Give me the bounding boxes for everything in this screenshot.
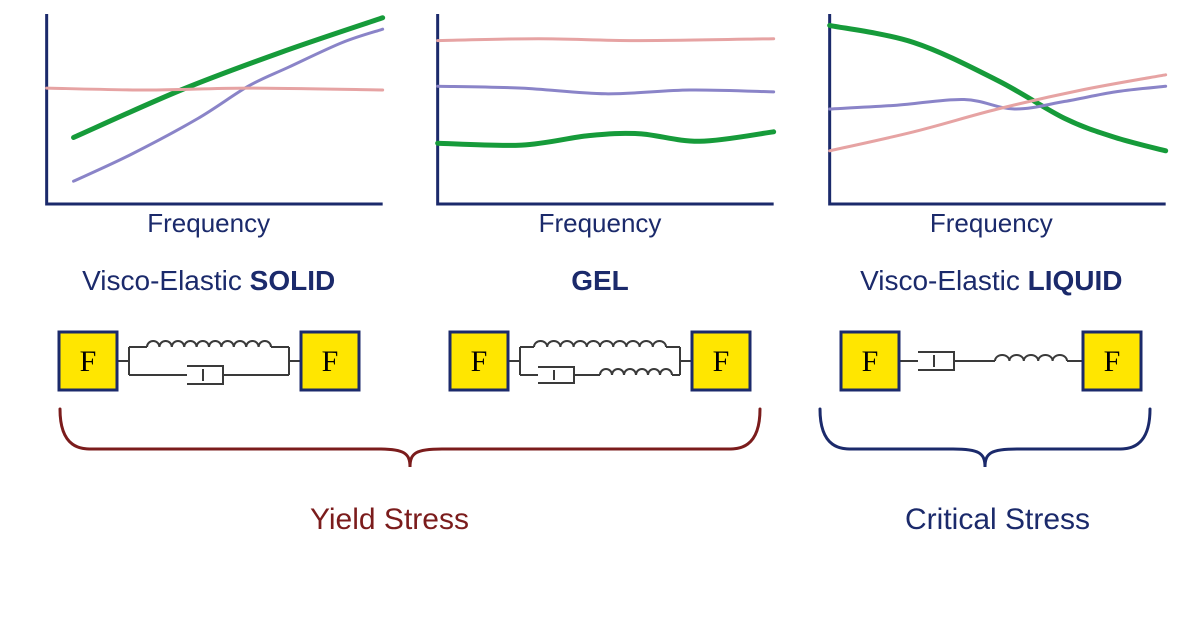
panel-gel: FrequencyGELFF: [411, 8, 788, 401]
material-label-bold: SOLID: [250, 265, 336, 296]
mech-liquid: FF: [811, 321, 1171, 401]
plot-wrap-liquid: [803, 8, 1180, 238]
panel-liquid: FrequencyVisco-Elastic LIQUIDFF: [803, 8, 1180, 401]
material-label-bold: LIQUID: [1028, 265, 1123, 296]
mech-gel: FF: [420, 321, 780, 401]
svg-text:F: F: [471, 345, 488, 378]
plot-liquid: [803, 8, 1180, 238]
material-label-prefix: Visco-Elastic: [82, 265, 250, 296]
brace-label-critical: Critical Stress: [905, 503, 1090, 537]
material-label-gel: GEL: [571, 265, 629, 297]
plot-wrap-solid: [20, 8, 397, 238]
svg-text:F: F: [321, 345, 338, 378]
svg-text:F: F: [862, 345, 879, 378]
material-label-prefix: Visco-Elastic: [860, 265, 1028, 296]
panel-solid: FrequencyVisco-Elastic SOLIDFF: [20, 8, 397, 401]
svg-text:F: F: [713, 345, 730, 378]
mech-row-liquid: FF: [803, 321, 1180, 401]
svg-text:F: F: [79, 345, 96, 378]
plot-solid: [20, 8, 397, 238]
mech-row-solid: FF: [20, 321, 397, 401]
material-label-bold: GEL: [571, 265, 629, 296]
material-label-liquid: Visco-Elastic LIQUID: [860, 265, 1122, 297]
brace-label-yield: Yield Stress: [310, 503, 469, 537]
svg-text:F: F: [1104, 345, 1121, 378]
plot-wrap-gel: [411, 8, 788, 238]
material-label-solid: Visco-Elastic SOLID: [82, 265, 335, 297]
mech-row-gel: FF: [411, 321, 788, 401]
plot-gel: [411, 8, 788, 238]
mech-solid: FF: [29, 321, 389, 401]
